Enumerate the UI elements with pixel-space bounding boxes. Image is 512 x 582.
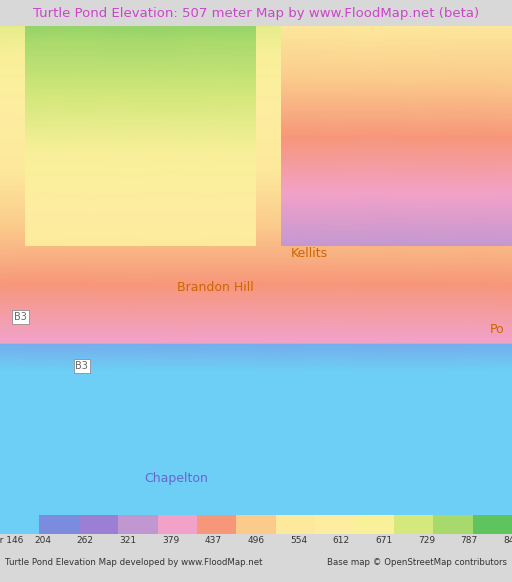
Text: 321: 321 (119, 536, 137, 545)
Text: 437: 437 (205, 536, 222, 545)
Text: 846: 846 (503, 536, 512, 545)
Text: 612: 612 (333, 536, 350, 545)
Text: 204: 204 (34, 536, 51, 545)
Bar (79, 515, 118, 534)
Text: meter 146: meter 146 (0, 536, 24, 545)
Text: 729: 729 (418, 536, 435, 545)
Text: Turtle Pond Elevation Map developed by www.FloodMap.net: Turtle Pond Elevation Map developed by w… (5, 558, 263, 567)
Bar (118, 515, 158, 534)
Text: B3: B3 (14, 312, 27, 322)
Text: Brandon Hill: Brandon Hill (177, 281, 253, 294)
Bar (158, 515, 197, 534)
Bar (394, 515, 433, 534)
Text: Po: Po (489, 323, 504, 336)
Bar (237, 515, 275, 534)
Text: 671: 671 (375, 536, 393, 545)
Text: 787: 787 (461, 536, 478, 545)
Bar (0, 515, 39, 534)
Bar (39, 515, 79, 534)
Text: Chapelton: Chapelton (145, 472, 208, 485)
Text: Kellits: Kellits (291, 247, 328, 260)
Text: Turtle Pond Elevation: 507 meter Map by www.FloodMap.net (beta): Turtle Pond Elevation: 507 meter Map by … (33, 6, 479, 20)
Text: 554: 554 (290, 536, 307, 545)
Bar (354, 515, 394, 534)
Bar (275, 515, 315, 534)
Text: 496: 496 (247, 536, 265, 545)
Text: Base map © OpenStreetMap contributors: Base map © OpenStreetMap contributors (327, 558, 507, 567)
Text: B3: B3 (75, 361, 89, 371)
Bar (197, 515, 237, 534)
Bar (433, 515, 473, 534)
Text: 379: 379 (162, 536, 179, 545)
Bar (315, 515, 354, 534)
Text: 262: 262 (77, 536, 94, 545)
Bar (473, 515, 512, 534)
